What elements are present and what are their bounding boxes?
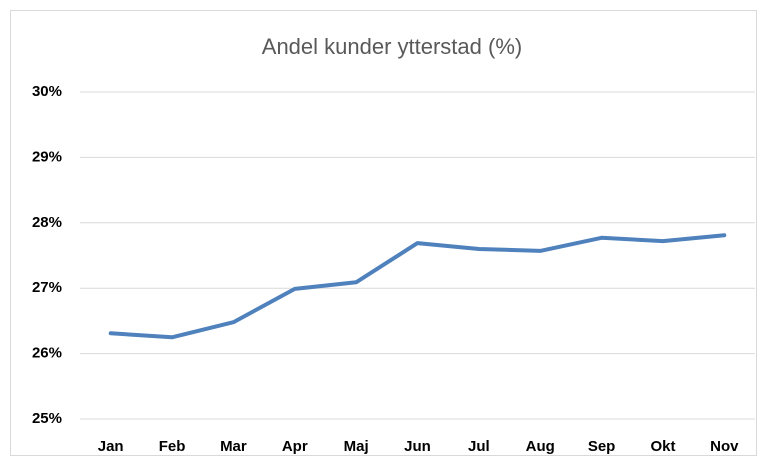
x-tick-label: Nov (710, 438, 739, 455)
x-tick-label: Jan (98, 438, 124, 455)
y-tick-label: 29% (32, 148, 62, 165)
chart-border (10, 10, 757, 456)
x-tick-label: Feb (159, 438, 186, 455)
y-tick-label: 26% (32, 345, 62, 362)
x-tick-label: Maj (344, 438, 369, 455)
y-tick-label: 30% (32, 83, 62, 100)
x-tick-label: Jun (404, 438, 431, 455)
chart-title: Andel kunder ytterstad (%) (262, 34, 522, 59)
x-tick-label: Mar (220, 438, 247, 455)
y-tick-label: 28% (32, 214, 62, 231)
x-tick-label: Aug (526, 438, 555, 455)
y-tick-label: 27% (32, 279, 62, 296)
x-tick-label: Okt (650, 438, 675, 455)
x-tick-label: Sep (588, 438, 616, 455)
x-tick-label: Apr (282, 438, 308, 455)
x-tick-label: Jul (468, 438, 490, 455)
data-line (108, 233, 727, 340)
y-tick-label: 25% (32, 410, 62, 427)
